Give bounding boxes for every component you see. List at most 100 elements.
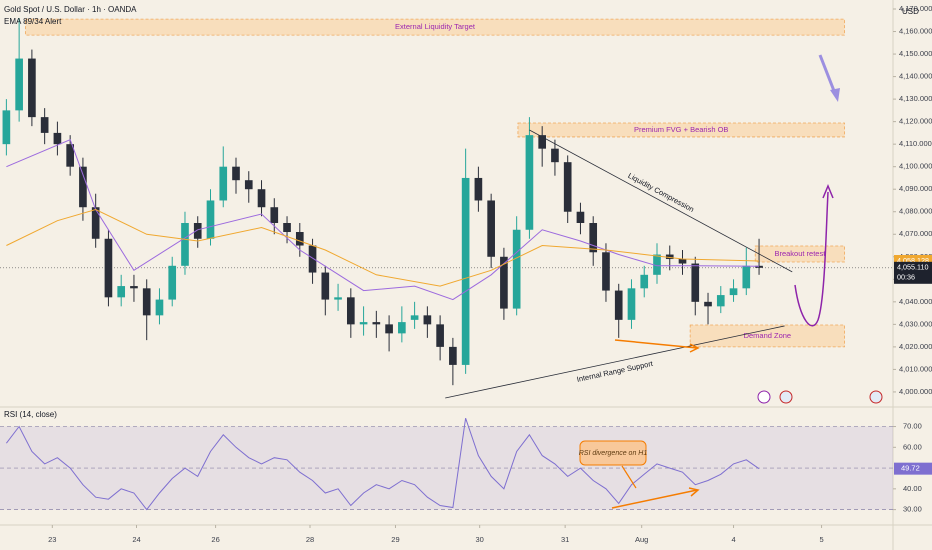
x-tick-label: 31	[561, 535, 569, 544]
event-icon[interactable]	[757, 390, 771, 404]
candle-body	[691, 263, 700, 302]
trendline	[445, 325, 785, 399]
overlay-layer	[579, 54, 883, 509]
candle-body	[244, 180, 253, 190]
event-flag[interactable]	[779, 390, 793, 404]
candle-body	[359, 322, 368, 325]
candle-body	[104, 238, 113, 298]
candle-body	[614, 290, 623, 320]
zone-label: Demand Zone	[744, 331, 792, 340]
candle-body	[742, 265, 751, 289]
candle-body	[219, 166, 228, 201]
rsi-divergence-arrow	[611, 489, 698, 509]
zone	[754, 245, 845, 263]
candle-body	[563, 162, 572, 212]
candle-body	[487, 200, 495, 257]
x-tick-label: 26	[211, 535, 219, 544]
rsi-tick-label: 70.00	[903, 422, 922, 431]
candle-body	[181, 222, 189, 266]
candle-body	[729, 288, 738, 296]
candle-body	[308, 245, 317, 273]
candle-body	[755, 265, 763, 268]
callout-arrow	[621, 465, 637, 489]
candle-body	[474, 177, 483, 201]
candle-body	[640, 274, 649, 289]
candle-body	[423, 315, 432, 325]
candle-body	[461, 177, 470, 365]
trendline	[529, 129, 793, 273]
zone-label: External Liquidity Target	[395, 22, 476, 31]
event-flag[interactable]	[869, 390, 883, 404]
y-tick-label: 4,170.000	[899, 4, 932, 13]
rsi-badge-label: 49.72	[901, 464, 920, 473]
candle-body	[66, 144, 74, 167]
x-tick-label: 24	[132, 535, 140, 544]
candle-body	[653, 254, 661, 275]
currency-label: USD	[902, 7, 919, 16]
y-tick-label: 4,090.000	[899, 184, 932, 193]
y-tick-label: 4,160.000	[899, 27, 932, 36]
zone	[517, 122, 845, 138]
arrow-head	[689, 343, 700, 353]
zone	[25, 18, 845, 36]
candle-body	[130, 286, 138, 289]
chart-title: Gold Spot / U.S. Dollar · 1h · OANDA	[4, 5, 137, 14]
candle-body	[385, 324, 393, 334]
candle-body	[716, 295, 725, 307]
x-tick-label: Aug	[635, 535, 648, 544]
y-tick-label: 4,130.000	[899, 94, 932, 103]
rsi-title: RSI (14, close)	[4, 410, 57, 419]
candle-body	[589, 222, 598, 253]
candle-body	[168, 265, 177, 300]
candle-body	[206, 200, 215, 239]
zone-label: Premium FVG + Bearish OB	[634, 125, 728, 134]
y-tick-label: 4,010.000	[899, 364, 932, 373]
candle-body	[232, 166, 240, 181]
rsi-tick-label: 60.00	[903, 442, 922, 451]
y-tick-label: 4,040.000	[899, 297, 932, 306]
candle-body	[2, 110, 11, 145]
candle-body	[704, 301, 712, 307]
countdown-label: 00:36	[897, 273, 915, 282]
x-tick-label: 4	[731, 535, 735, 544]
x-tick-label: 28	[306, 535, 314, 544]
candle-body	[525, 135, 534, 230]
y-tick-label: 4,070.000	[899, 229, 932, 238]
rsi-badge	[894, 462, 932, 475]
y-tick-label: 4,080.000	[899, 207, 932, 216]
candle-body	[410, 315, 419, 320]
candle-body	[678, 259, 687, 264]
indicator-label: EMA 89/34 Alert	[4, 17, 62, 26]
candle-body	[155, 299, 164, 316]
x-tick-label: 30	[475, 535, 483, 544]
candle-body	[372, 322, 381, 325]
candle-body	[346, 297, 355, 325]
zone-label: Breakout retest	[774, 249, 826, 258]
arrow-head	[822, 184, 834, 199]
candle-body	[500, 256, 508, 309]
background-layer: 4,000.000 4,010.000 4,020.000 4,030.000 4,04…	[0, 4, 932, 544]
ema-line	[6, 208, 760, 287]
candle-body	[117, 286, 126, 298]
x-tick-label: 29	[391, 535, 399, 544]
candle-body	[436, 324, 444, 347]
candle-body	[283, 222, 291, 233]
candle-body	[40, 117, 49, 133]
x-tick-label: 23	[48, 535, 56, 544]
rsi-tick-label: 40.00	[903, 484, 922, 493]
y-tick-label: 4,110.000	[899, 139, 932, 148]
candle-body	[257, 189, 266, 208]
y-tick-label: 4,140.000	[899, 72, 932, 81]
candle-body	[321, 272, 330, 300]
zone	[689, 324, 845, 348]
candle-body	[79, 166, 87, 208]
candle-body	[334, 297, 342, 300]
y-tick-label: 4,000.000	[899, 387, 932, 396]
candle-body	[551, 148, 559, 163]
candle-body	[142, 288, 151, 316]
projection-arrow	[818, 54, 838, 97]
arrow-head	[688, 487, 700, 497]
candle-body	[91, 207, 100, 239]
